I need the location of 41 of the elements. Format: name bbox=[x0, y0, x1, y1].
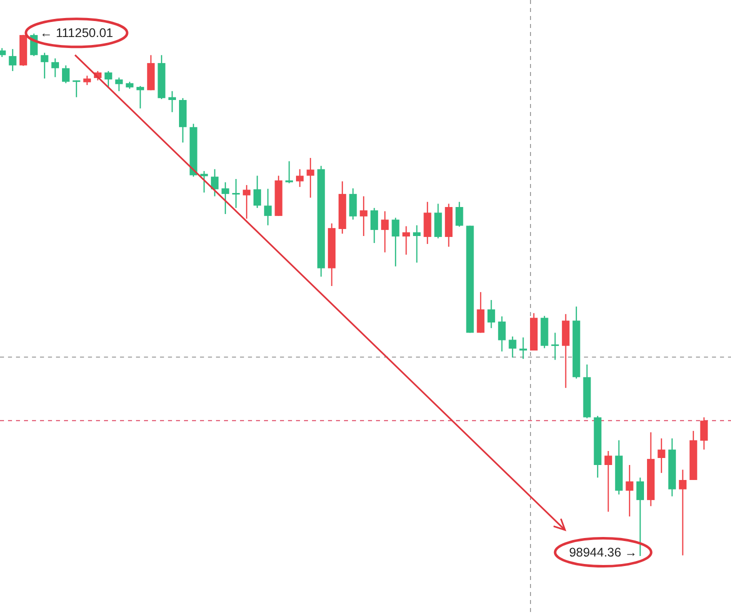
candlestick bbox=[508, 336, 516, 358]
candlestick bbox=[604, 450, 612, 512]
candlestick bbox=[168, 90, 176, 113]
candlestick bbox=[519, 336, 527, 360]
candlestick bbox=[402, 226, 410, 256]
candlestick bbox=[349, 188, 357, 220]
candlestick bbox=[678, 469, 687, 556]
candlestick bbox=[40, 52, 48, 80]
candlestick bbox=[551, 332, 559, 360]
candlestick bbox=[498, 316, 506, 352]
candlestick bbox=[51, 58, 59, 78]
candlestick bbox=[115, 76, 123, 92]
candlestick bbox=[136, 85, 144, 109]
candlestick bbox=[392, 217, 400, 267]
candlestick bbox=[306, 157, 314, 198]
annotation: 98944.36 → bbox=[569, 545, 638, 560]
candlestick bbox=[658, 438, 666, 474]
candlestick bbox=[222, 182, 230, 215]
candlestick bbox=[360, 196, 368, 237]
candlestick bbox=[264, 188, 272, 226]
candlestick bbox=[242, 184, 250, 220]
candlestick bbox=[104, 70, 112, 88]
candlestick bbox=[476, 291, 484, 334]
candlestick bbox=[72, 80, 80, 98]
candlestick bbox=[370, 207, 378, 244]
annotation: ← 111250.01 bbox=[40, 26, 114, 40]
candlestick bbox=[253, 175, 262, 209]
candlestick bbox=[232, 178, 240, 209]
candlestick bbox=[626, 464, 634, 518]
candlestick bbox=[210, 168, 219, 197]
candlestick bbox=[62, 64, 70, 84]
candlestick bbox=[413, 224, 421, 264]
candlestick bbox=[381, 210, 389, 253]
candlestick bbox=[700, 416, 708, 450]
candlestick bbox=[285, 160, 293, 184]
candlestick bbox=[456, 201, 464, 228]
candlestick bbox=[636, 477, 644, 557]
candlestick bbox=[487, 299, 496, 329]
candlestick bbox=[83, 75, 91, 86]
candlestick bbox=[8, 48, 16, 72]
candlestick bbox=[296, 168, 304, 188]
